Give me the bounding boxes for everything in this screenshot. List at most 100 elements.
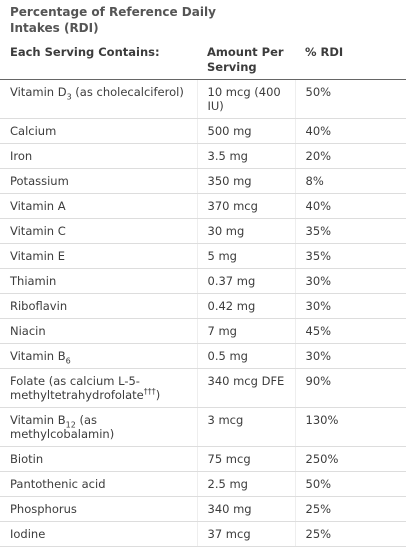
name-text: Calcium [10, 124, 57, 138]
table-title: Percentage of Reference Daily Intakes (R… [10, 5, 216, 35]
rdi-percent: 25% [294, 496, 406, 522]
name-text: ) [155, 388, 161, 402]
rdi-percent: 90% [294, 368, 406, 408]
amount: 3 mcg [196, 407, 295, 447]
header-row: Each Serving Contains: Amount Per Serving… [0, 42, 406, 80]
nutrient-name: Iodine [0, 521, 197, 547]
rdi-percent: 130% [294, 407, 406, 447]
nutrient-name: Vitamin B6 [0, 343, 197, 369]
name-text: Pantothenic acid [10, 477, 106, 491]
name-text: (as cholecalciferol) [71, 85, 184, 99]
name-text: (as methylcobalamin) [10, 413, 115, 441]
nutrient-row: Potassium 350 mg 8% [0, 168, 406, 194]
page: {"title": "Percentage of Reference Daily… [0, 5, 406, 547]
rdi-percent: 30% [294, 293, 406, 319]
name-text: Vitamin B [10, 349, 66, 363]
name-text: Iron [10, 149, 33, 163]
name-text: Riboflavin [10, 299, 68, 313]
column-header: Each Serving Contains: [0, 42, 197, 80]
amount: 350 mg [196, 168, 295, 194]
nutrient-row: Vitamin B6 0.5 mg 30% [0, 343, 406, 369]
nutrient-name: Iron [0, 143, 197, 169]
nutrient-row: Iron 3.5 mg 20% [0, 143, 406, 169]
nutrient-row: Iodine 37 mcg 25% [0, 521, 406, 547]
amount: 7 mg [196, 318, 295, 344]
name-text: Vitamin E [10, 249, 65, 263]
rdi-percent: 20% [294, 143, 406, 169]
amount: 0.37 mg [196, 268, 295, 294]
nutrient-name: Vitamin E [0, 243, 197, 269]
amount: 340 mcg DFE [196, 368, 295, 408]
nutrient-row: Vitamin C 30 mg 35% [0, 218, 406, 244]
amount: 75 mcg [196, 446, 295, 472]
rdi-percent: 40% [294, 118, 406, 144]
nutrient-name: Potassium [0, 168, 197, 194]
rdi-percent: 40% [294, 193, 406, 219]
nutrient-row: Biotin 75 mcg 250% [0, 446, 406, 472]
amount: 0.42 mg [196, 293, 295, 319]
name-text: Vitamin A [10, 199, 66, 213]
name-text: Potassium [10, 174, 69, 188]
amount: 10 mcg (400 IU) [196, 79, 295, 119]
name-text: Iodine [10, 527, 46, 541]
amount: 37 mcg [196, 521, 295, 547]
nutrient-row: Vitamin A 370 mcg 40% [0, 193, 406, 219]
rdi-percent: 250% [294, 446, 406, 472]
name-text: Folate (as calcium L-5-methyltetrahydrof… [10, 374, 144, 402]
nutrient-name: Vitamin C [0, 218, 197, 244]
name-text: Phosphorus [10, 502, 77, 516]
nutrient-row: Pantothenic acid 2.5 mg 50% [0, 471, 406, 497]
nutrient-name: Vitamin A [0, 193, 197, 219]
rdi-percent: 50% [294, 471, 406, 497]
nutrient-name: Pantothenic acid [0, 471, 197, 497]
rdi-percent: 30% [294, 343, 406, 369]
name-text: Vitamin C [10, 224, 66, 238]
nutrient-row: Phosphorus 340 mg 25% [0, 496, 406, 522]
column-header: % RDI [295, 42, 406, 80]
amount: 5 mg [196, 243, 295, 269]
amount: 2.5 mg [196, 471, 295, 497]
nutrient-name: Vitamin B12 (as methylcobalamin) [0, 407, 197, 447]
nutrient-name: Niacin [0, 318, 197, 344]
table-body: Vitamin D3 (as cholecalciferol) 10 mcg (4… [0, 79, 406, 547]
name-text: Thiamin [10, 274, 57, 288]
name-text: Vitamin D [10, 85, 67, 99]
name-text: Biotin [10, 452, 44, 466]
rdi-percent: 35% [294, 218, 406, 244]
nutrient-name: Phosphorus [0, 496, 197, 522]
nutrient-row: Vitamin E 5 mg 35% [0, 243, 406, 269]
nutrient-name: Biotin [0, 446, 197, 472]
nutrient-row: Vitamin D3 (as cholecalciferol) 10 mcg (4… [0, 79, 406, 119]
subscript: 6 [65, 356, 71, 366]
nutrient-name: Vitamin D3 (as cholecalciferol) [0, 79, 197, 119]
nutrient-name: Calcium [0, 118, 197, 144]
subscript: 12 [65, 420, 76, 430]
amount: 30 mg [196, 218, 295, 244]
rdi-percent: 30% [294, 268, 406, 294]
nutrient-name: Riboflavin [0, 293, 197, 319]
nutrient-name: Thiamin [0, 268, 197, 294]
name-text: Vitamin B [10, 413, 66, 427]
rdi-percent: 25% [294, 521, 406, 547]
rdi-percent: 45% [294, 318, 406, 344]
rdi-percent: 8% [294, 168, 406, 194]
amount: 3.5 mg [196, 143, 295, 169]
nutrient-row: Niacin 7 mg 45% [0, 318, 406, 344]
nutrient-row: Thiamin 0.37 mg 30% [0, 268, 406, 294]
amount: 370 mcg [196, 193, 295, 219]
amount: 500 mg [196, 118, 295, 144]
nutrient-row: Calcium 500 mg 40% [0, 118, 406, 144]
superscript: ††† [143, 387, 156, 397]
nutrient-row: Riboflavin 0.42 mg 30% [0, 293, 406, 319]
subscript: 3 [66, 92, 72, 102]
rdi-percent: 35% [294, 243, 406, 269]
name-text: Niacin [10, 324, 46, 338]
column-header: Amount Per Serving [197, 42, 295, 80]
nutrient-row: Folate (as calcium L-5-methyltetrahydrof… [0, 368, 406, 408]
nutrient-name: Folate (as calcium L-5-methyltetrahydrof… [0, 368, 197, 408]
nutrient-row: Vitamin B12 (as methylcobalamin) 3 mcg 130… [0, 407, 406, 447]
rdi-table: Each Serving Contains: Amount Per Serving… [0, 42, 406, 547]
amount: 340 mg [196, 496, 295, 522]
rdi-percent: 50% [294, 79, 406, 119]
